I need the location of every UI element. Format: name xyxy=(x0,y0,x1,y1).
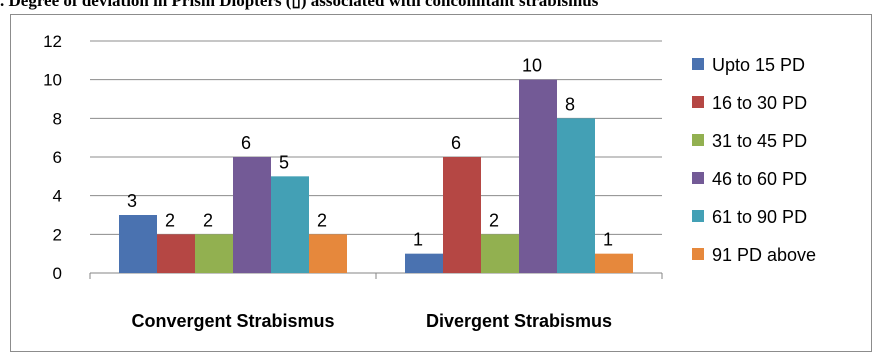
legend-swatch-5 xyxy=(692,210,704,222)
data-label: 5 xyxy=(279,152,289,172)
y-tick-label: 0 xyxy=(53,264,62,283)
bar-2-2 xyxy=(443,157,481,273)
data-label: 2 xyxy=(165,210,175,230)
bar-3-2 xyxy=(481,234,519,273)
legend-swatch-1 xyxy=(692,58,704,70)
bar-2-1 xyxy=(157,234,195,273)
bar-5-1 xyxy=(271,176,309,273)
legend-swatch-3 xyxy=(692,134,704,146)
legend-label: 31 to 45 PD xyxy=(712,131,807,151)
data-label: 2 xyxy=(489,210,499,230)
bar-6-2 xyxy=(595,253,633,273)
legend-label: 16 to 30 PD xyxy=(712,93,807,113)
y-tick-label: 8 xyxy=(53,109,62,128)
data-label: 2 xyxy=(203,210,213,230)
category-label: Divergent Strabismus xyxy=(426,311,612,331)
data-label: 6 xyxy=(241,133,251,153)
bar-1-1 xyxy=(119,215,157,273)
chart-frame xyxy=(10,14,872,352)
bar-5-2 xyxy=(557,118,595,273)
bar-4-1 xyxy=(233,157,271,273)
data-label: 1 xyxy=(603,230,613,250)
bar-3-1 xyxy=(195,234,233,273)
y-tick-label: 2 xyxy=(53,225,62,244)
y-tick-label: 6 xyxy=(53,148,62,167)
data-label: 10 xyxy=(522,56,542,76)
data-label: 3 xyxy=(127,191,137,211)
bar-1-2 xyxy=(405,253,443,273)
category-label: Convergent Strabismus xyxy=(131,311,334,331)
y-tick-label: 12 xyxy=(43,32,62,51)
data-label: 2 xyxy=(317,210,327,230)
chart-title: . Degree of deviation in Prism Diopters … xyxy=(0,0,599,10)
legend-swatch-6 xyxy=(692,248,704,260)
data-label: 8 xyxy=(565,94,575,114)
legend-label: 91 PD above xyxy=(712,245,816,265)
bar-6-1 xyxy=(309,234,347,273)
legend-label: 61 to 90 PD xyxy=(712,207,807,227)
y-tick-label: 10 xyxy=(43,71,62,90)
y-tick-label: 4 xyxy=(53,187,62,206)
legend-swatch-2 xyxy=(692,96,704,108)
data-label: 6 xyxy=(451,133,461,153)
legend-swatch-4 xyxy=(692,172,704,184)
legend-label: 46 to 60 PD xyxy=(712,169,807,189)
data-label: 1 xyxy=(413,230,423,250)
bar-4-2 xyxy=(519,79,557,274)
legend-label: Upto 15 PD xyxy=(712,55,805,75)
